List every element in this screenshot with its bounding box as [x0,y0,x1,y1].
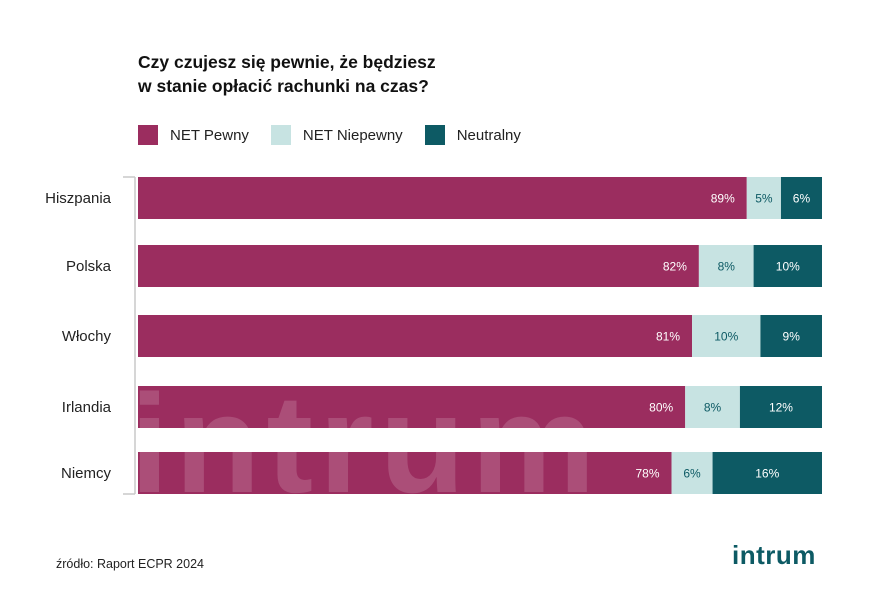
bar-neutralny-hiszpania [780,177,822,219]
legend-item-net-niepewny: NET Niepewny [270,125,403,145]
data-label-net-pewny-w-ochy: 81% [656,330,680,344]
chart-title: Czy czujesz się pewnie, że będziesz w st… [138,50,658,98]
bar-net-niepewny-polska [698,245,754,287]
bar-neutralny-niemcy [712,452,822,494]
legend-swatch-net-pewny [138,125,158,145]
legend-swatch-neutralny [424,125,445,145]
category-label-hiszpania: Hiszpania [45,190,112,207]
bar-net-pewny-w-ochy [138,315,693,357]
category-label-polska: Polska [66,258,112,275]
legend-label-neutralny: Neutralny [456,126,521,144]
bar-net-niepewny-w-ochy [692,315,761,357]
data-label-neutralny-hiszpania: 6% [793,192,811,206]
data-label-net-niepewny-irlandia: 8% [704,401,722,415]
data-label-neutralny-w-ochy: 9% [783,330,801,344]
bar-net-pewny-irlandia [138,386,686,428]
legend-swatch-net-niepewny [270,125,291,145]
y-axis-bracket [123,176,136,495]
data-label-net-pewny-irlandia: 80% [649,401,673,415]
intrum-logo: intrum [732,540,816,570]
category-label-irlandia: Irlandia [62,399,112,416]
legend-label-net-pewny: NET Pewny [170,126,249,144]
bar-net-pewny-hiszpania [138,177,747,219]
bar-neutralny-polska [753,245,822,287]
bar-net-pewny-niemcy [138,452,672,494]
source-note: źródło: Raport ECPR 2024 [56,557,204,571]
data-label-net-pewny-hiszpania: 89% [711,192,735,206]
bar-net-pewny-polska [138,245,699,287]
chart-title-line-1: Czy czujesz się pewnie, że będziesz [138,52,436,72]
legend: NET Pewny NET Niepewny Neutralny [138,124,543,146]
category-label-niemcy: Niemcy [61,465,112,482]
bar-net-niepewny-irlandia [685,386,740,428]
legend-item-net-pewny: NET Pewny [138,125,249,145]
data-label-net-niepewny-polska: 8% [718,260,736,274]
data-label-net-niepewny-niemcy: 6% [683,467,701,481]
category-label-w-ochy: Włochy [62,328,112,345]
bar-net-niepewny-hiszpania [746,177,781,219]
data-label-net-niepewny-hiszpania: 5% [755,192,773,206]
data-label-neutralny-irlandia: 12% [769,401,793,415]
bar-neutralny-irlandia [739,386,822,428]
bar-neutralny-w-ochy [760,315,822,357]
data-label-neutralny-polska: 10% [776,260,800,274]
chart-title-line-2: w stanie opłacić rachunki na czas? [138,76,429,96]
data-label-neutralny-niemcy: 16% [755,467,779,481]
legend-label-net-niepewny: NET Niepewny [302,126,403,144]
data-label-net-pewny-polska: 82% [663,260,687,274]
data-label-net-niepewny-w-ochy: 10% [714,330,738,344]
data-label-net-pewny-niemcy: 78% [635,467,659,481]
bar-net-niepewny-niemcy [671,452,713,494]
legend-item-neutralny: Neutralny [424,125,521,145]
watermark-logo: intrum [130,365,602,522]
